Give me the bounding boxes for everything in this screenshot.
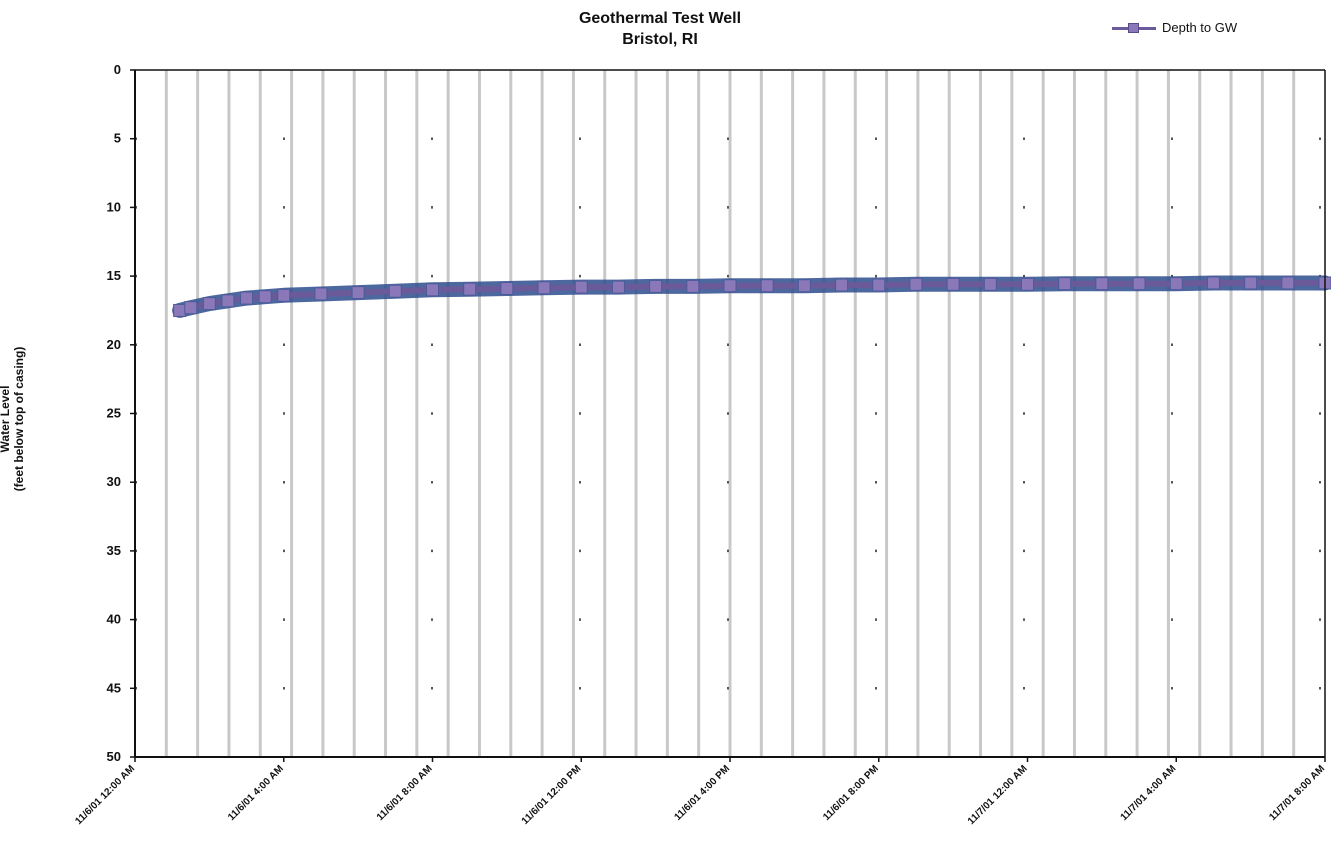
data-point <box>240 291 254 305</box>
data-point <box>760 279 774 293</box>
data-point <box>258 290 272 304</box>
data-point <box>221 294 235 308</box>
data-point <box>872 278 886 292</box>
y-tick-label: 30 <box>107 474 121 489</box>
data-point <box>574 280 588 294</box>
series-layer <box>172 275 1331 318</box>
y-axis-ticks: 0 5 10 15 20 25 30 35 40 45 50 <box>107 62 135 764</box>
legend-label: Depth to GW <box>1162 20 1238 35</box>
x-tick-label: 11/6/01 4:00 AM <box>226 763 286 823</box>
x-tick-label: 11/6/01 8:00 AM <box>375 763 435 823</box>
y-tick-label: 35 <box>107 543 121 558</box>
data-point <box>463 282 477 296</box>
data-point <box>1169 277 1183 291</box>
data-point <box>277 288 291 302</box>
data-point <box>1206 276 1220 290</box>
data-point <box>1021 277 1034 291</box>
data-point <box>426 283 439 297</box>
data-point <box>909 277 923 291</box>
x-tick-label: 11/7/01 12:00 AM <box>966 763 1030 827</box>
data-point <box>946 277 960 291</box>
data-point <box>835 278 849 292</box>
chart-title-line1: Geothermal Test Well <box>578 10 742 27</box>
y-tick-label: 45 <box>107 680 121 695</box>
data-point <box>388 284 402 298</box>
data-point <box>797 279 811 293</box>
data-point <box>351 286 365 300</box>
y-tick-label: 0 <box>114 62 121 77</box>
legend: Depth to GW <box>1112 20 1237 35</box>
grid <box>135 70 1325 757</box>
data-point <box>314 287 328 301</box>
y-tick-label: 10 <box>107 199 121 214</box>
data-point <box>173 303 187 317</box>
x-tick-label: 11/7/01 4:00 AM <box>1119 763 1179 823</box>
data-point <box>723 279 737 293</box>
x-axis-ticks: 11/6/01 12:00 AM 11/6/01 4:00 AM 11/6/01 8… <box>73 757 1327 827</box>
data-point <box>1281 276 1295 290</box>
x-tick-label: 11/7/01 8:00 AM <box>1267 763 1327 823</box>
x-tick-label: 11/6/01 4:00 PM <box>672 763 732 823</box>
data-point <box>537 281 551 295</box>
data-point <box>611 280 625 294</box>
data-point <box>1095 277 1109 291</box>
y-tick-label: 15 <box>107 268 121 283</box>
data-point <box>686 279 700 293</box>
chart-subtitle: Bristol, RI <box>622 31 698 48</box>
y-tick-label: 5 <box>114 131 121 146</box>
x-tick-label: 11/6/01 12:00 PM <box>520 763 584 827</box>
data-point <box>1244 276 1258 290</box>
y-tick-label: 40 <box>107 612 121 627</box>
data-point <box>649 279 663 293</box>
x-tick-label: 11/6/01 8:00 PM <box>821 763 881 823</box>
data-point <box>1132 277 1146 291</box>
data-point <box>202 297 216 311</box>
data-point <box>1058 277 1072 291</box>
data-point <box>500 281 514 295</box>
x-tick-label: 11/6/01 12:00 AM <box>73 763 137 827</box>
axes <box>134 69 1326 758</box>
data-point <box>184 301 198 315</box>
legend-swatch <box>1112 22 1156 34</box>
y-tick-label: 50 <box>107 749 121 764</box>
chart-title: Geothermal Test Well Bristol, RI <box>430 8 890 50</box>
y-tick-label: 25 <box>107 406 121 421</box>
y-tick-label: 20 <box>107 337 121 352</box>
data-point <box>983 277 997 291</box>
